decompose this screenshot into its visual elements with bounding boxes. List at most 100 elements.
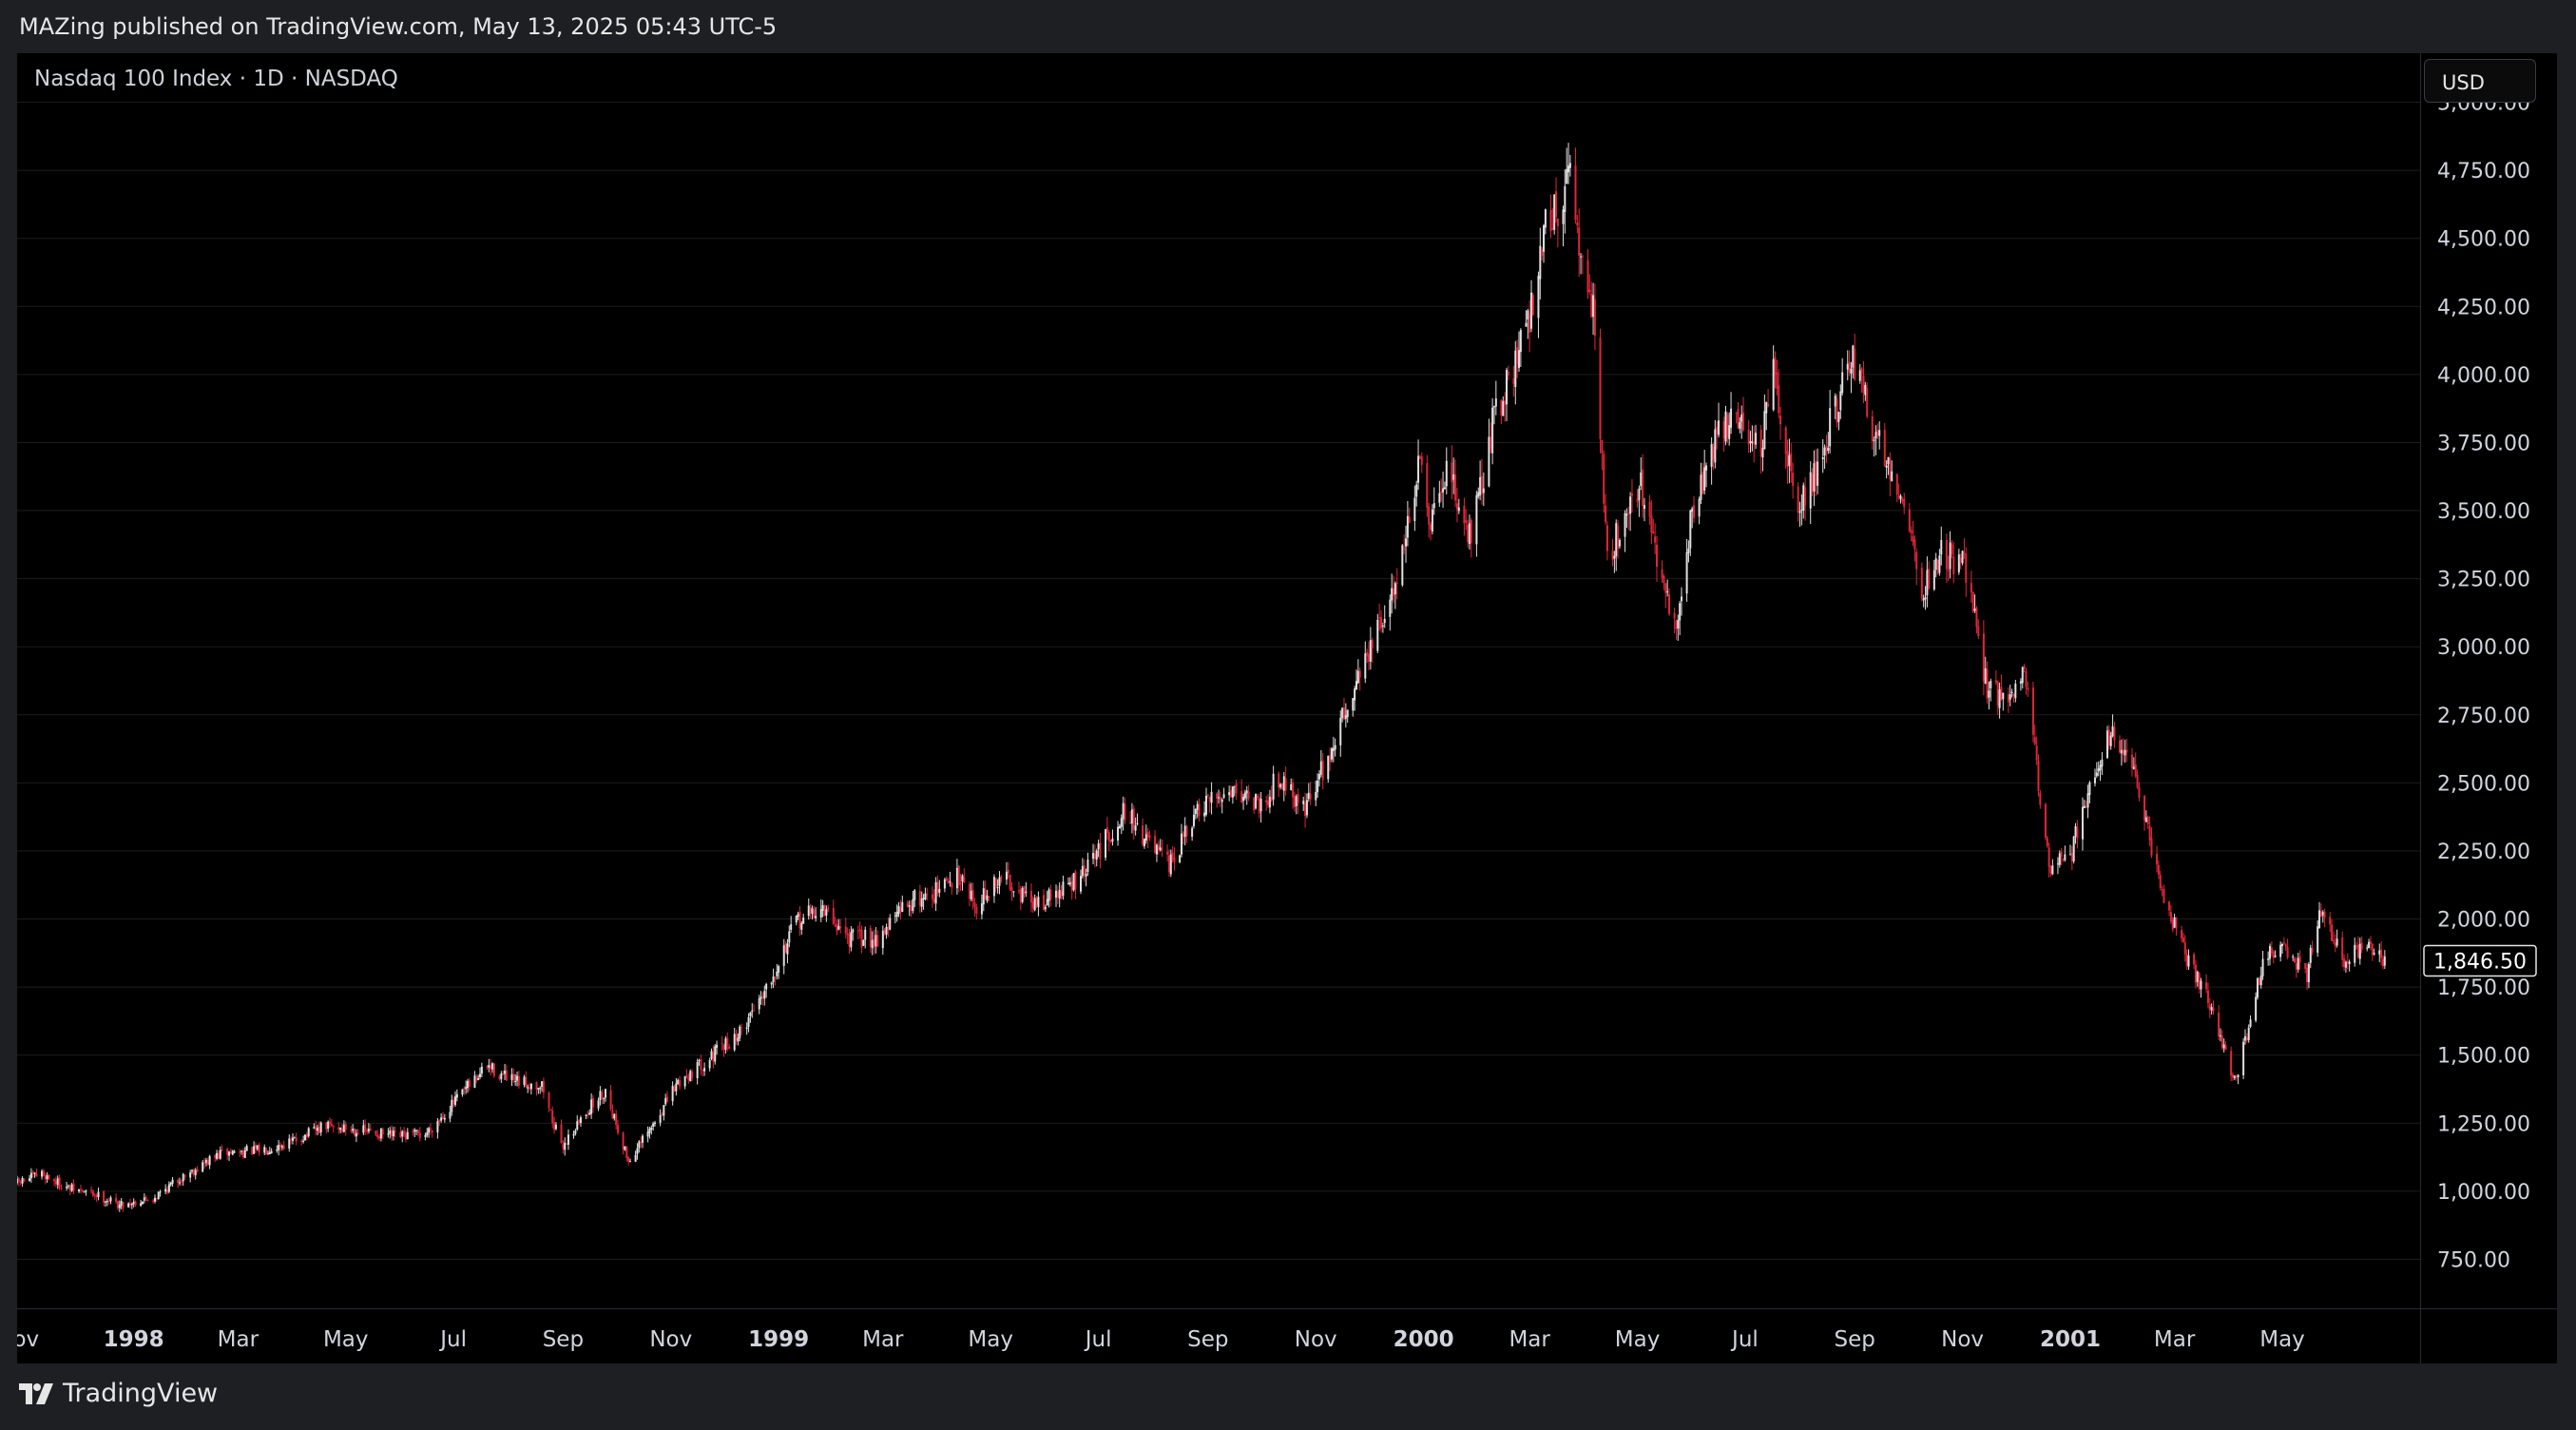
candle-body	[159, 1191, 162, 1193]
candle-body	[663, 1105, 665, 1116]
candle-body	[1221, 799, 1223, 802]
candle-body	[2282, 942, 2285, 944]
candle-body	[1878, 430, 1881, 436]
candle-body	[1339, 717, 1342, 745]
candle-body	[1643, 505, 1645, 510]
candle-body	[836, 923, 838, 932]
candle-body	[1834, 396, 1836, 407]
candle-body	[807, 905, 810, 917]
candle-body	[2366, 947, 2369, 949]
candle-body	[1852, 345, 1855, 368]
candle-body	[1317, 774, 1320, 780]
candle-body	[1947, 570, 1950, 571]
candle-body	[2044, 803, 2047, 838]
candle-body	[624, 1146, 626, 1150]
candle-body	[1874, 432, 1877, 439]
candle-body	[2311, 948, 2314, 953]
candle-body	[339, 1128, 342, 1130]
candle-body	[72, 1183, 75, 1191]
candle-body	[1887, 456, 1890, 465]
candle-body	[802, 918, 805, 924]
candle-body	[1710, 443, 1713, 467]
candle-body	[1203, 812, 1206, 817]
candle-body	[1245, 790, 1248, 794]
candle-body	[2341, 937, 2344, 960]
candle-body	[1258, 797, 1260, 814]
candle-body	[551, 1110, 554, 1124]
candle-body	[182, 1173, 184, 1182]
candle-body	[490, 1065, 492, 1070]
candle-body	[1891, 471, 1894, 482]
candle-body	[455, 1093, 458, 1098]
candle-body	[525, 1076, 528, 1088]
candle-body	[2062, 859, 2065, 860]
candle-body	[1504, 400, 1507, 406]
candle-body	[1627, 512, 1630, 514]
candle-body	[1389, 599, 1392, 617]
candle-body	[169, 1183, 172, 1186]
candle-body	[1136, 822, 1139, 824]
candle-body	[1438, 493, 1441, 503]
candle-body	[2294, 957, 2297, 963]
candle-body	[1519, 330, 1522, 353]
candle-body	[189, 1172, 192, 1178]
candle-body	[2259, 976, 2262, 986]
candle-body	[1897, 495, 1900, 498]
candle-body	[2321, 912, 2324, 916]
candle-body	[2051, 865, 2054, 875]
candle-body	[381, 1129, 384, 1135]
candle-body	[389, 1130, 392, 1134]
candle-body	[392, 1130, 394, 1136]
candle-body	[1714, 429, 1717, 463]
candle-body	[1804, 487, 1807, 506]
candle-body	[1000, 876, 1003, 879]
candle-body	[1949, 542, 1951, 570]
candle-body	[2267, 958, 2270, 960]
candle-body	[1117, 826, 1120, 841]
chart-pane[interactable]: 750.00 1,000.00 1,250.00 1,500.00 1,750.00 2,…	[17, 53, 2557, 1363]
candle-body	[203, 1162, 206, 1164]
candle-body	[2131, 754, 2134, 769]
candle-body	[687, 1076, 690, 1080]
candle-body	[342, 1125, 345, 1132]
candle-body	[1393, 588, 1395, 596]
candle-body	[737, 1037, 740, 1042]
candle-body	[745, 1027, 748, 1030]
candle-body	[1341, 707, 1344, 719]
candle-body	[1070, 881, 1073, 891]
candle-body	[2279, 944, 2282, 957]
candle-body	[1428, 506, 1431, 525]
candle-body	[1394, 583, 1396, 595]
candle-body	[1735, 412, 1738, 414]
last-price-tag	[2423, 944, 2537, 977]
candle-body	[2009, 694, 2011, 700]
candle-body	[1827, 448, 1830, 452]
currency-button[interactable]: USD	[2424, 59, 2536, 103]
tradingview-logo[interactable]: TradingView	[19, 1379, 218, 1408]
candle-body	[35, 1173, 38, 1177]
candle-body	[1010, 887, 1013, 892]
candle-body	[2323, 911, 2326, 918]
candle-body	[837, 925, 840, 930]
candle-body	[2163, 889, 2165, 903]
candle-body	[994, 878, 997, 887]
candle-body	[1490, 436, 1492, 451]
candle-body	[1652, 531, 1655, 534]
candle-body	[329, 1121, 332, 1124]
chart-background	[17, 53, 2557, 1363]
candle-body	[2230, 1051, 2233, 1076]
candle-body	[740, 1027, 743, 1029]
candle-body	[120, 1201, 123, 1206]
candle-body	[2198, 973, 2201, 990]
candle-body	[1381, 625, 1384, 627]
candle-body	[1615, 523, 1618, 557]
candle-body	[293, 1137, 296, 1139]
candlestick-chart[interactable]: 750.00 1,000.00 1,250.00 1,500.00 1,750.00 2,…	[17, 53, 2557, 1363]
candle-body	[500, 1073, 503, 1080]
candle-body	[761, 995, 764, 998]
candle-body	[488, 1065, 490, 1068]
candle-body	[1426, 462, 1429, 509]
candle-body	[1354, 688, 1356, 701]
candle-body	[1599, 338, 1602, 439]
candle-body	[504, 1071, 507, 1074]
